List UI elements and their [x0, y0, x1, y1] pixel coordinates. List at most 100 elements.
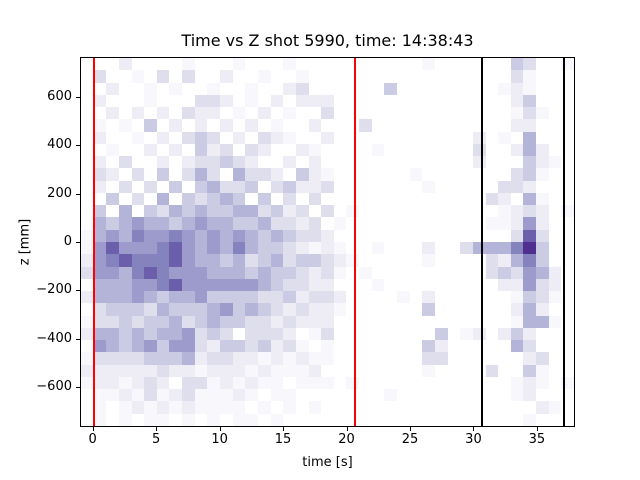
- heatmap-cell: [536, 327, 549, 341]
- heatmap-cell: [397, 315, 410, 328]
- heatmap-cell: [106, 131, 119, 144]
- heatmap-cell: [81, 192, 94, 206]
- heatmap-cell: [536, 266, 549, 279]
- heatmap-cell: [422, 205, 435, 218]
- y-tick-label: 0: [63, 234, 72, 249]
- heatmap-cell: [346, 70, 360, 83]
- heatmap-cell: [536, 413, 549, 426]
- heatmap-cell: [333, 278, 347, 292]
- heatmap-cell: [510, 229, 524, 242]
- heatmap-cell: [182, 70, 195, 83]
- heatmap-cell: [422, 266, 435, 279]
- heatmap-cell: [536, 82, 549, 95]
- heatmap-cell: [245, 376, 258, 390]
- heatmap-cell: [333, 168, 347, 181]
- heatmap-cell: [194, 413, 208, 426]
- heatmap-cell: [523, 315, 537, 328]
- heatmap-cell: [194, 131, 208, 144]
- heatmap-cell: [257, 303, 271, 316]
- heatmap-cell: [207, 254, 221, 267]
- heatmap-cell: [194, 364, 208, 377]
- heatmap-cell: [397, 168, 410, 181]
- heatmap-cell: [485, 58, 499, 71]
- heatmap-cell: [485, 143, 499, 157]
- heatmap-cell: [245, 156, 258, 169]
- heatmap-cell: [144, 266, 157, 279]
- heatmap-cell: [106, 241, 119, 255]
- heatmap-cell: [257, 291, 271, 304]
- heatmap-cell: [182, 327, 195, 341]
- heatmap-cell: [460, 131, 473, 144]
- heatmap-cell: [447, 70, 461, 83]
- heatmap-cell: [422, 254, 435, 267]
- heatmap-cell: [523, 401, 537, 414]
- x-tick-mark: [536, 427, 538, 431]
- heatmap-cell: [295, 192, 309, 206]
- heatmap-cell: [409, 254, 423, 267]
- heatmap-cell: [346, 143, 360, 157]
- heatmap-cell: [346, 58, 360, 71]
- heatmap-cell: [384, 217, 398, 230]
- heatmap-cell: [447, 229, 461, 242]
- heatmap-cell: [182, 180, 195, 193]
- heatmap-cell: [194, 340, 208, 353]
- heatmap-cell: [169, 303, 183, 316]
- heatmap-cell: [169, 376, 183, 390]
- heatmap-cell: [397, 340, 410, 353]
- heatmap-cell: [472, 278, 486, 292]
- heatmap-cell: [118, 58, 132, 71]
- heatmap-cell: [106, 413, 119, 426]
- heatmap-cell: [81, 254, 94, 267]
- heatmap-cell: [371, 131, 385, 144]
- heatmap-cell: [548, 278, 562, 292]
- heatmap-cell: [257, 389, 271, 402]
- black-line-2-vline: [562, 58, 565, 426]
- heatmap-cell: [359, 401, 372, 414]
- heatmap-cell: [523, 413, 537, 426]
- heatmap-cell: [194, 192, 208, 206]
- heatmap-cell: [182, 291, 195, 304]
- heatmap-cell: [232, 327, 246, 341]
- heatmap-cell: [232, 82, 246, 95]
- heatmap-cell: [295, 107, 309, 120]
- heatmap-cell: [144, 180, 157, 193]
- heatmap-cell: [485, 119, 499, 132]
- x-tick-label: 25: [401, 432, 419, 447]
- heatmap-cell: [207, 401, 221, 414]
- heatmap-cell: [308, 192, 322, 206]
- heatmap-cell: [409, 266, 423, 279]
- heatmap-cell: [498, 241, 511, 255]
- heatmap-cell: [434, 389, 448, 402]
- heatmap-cell: [93, 205, 107, 218]
- heatmap-cell: [422, 143, 435, 157]
- heatmap-cell: [333, 217, 347, 230]
- heatmap-cell: [333, 376, 347, 390]
- heatmap-cell: [308, 315, 322, 328]
- heatmap-cell: [257, 315, 271, 328]
- heatmap-cell: [106, 192, 119, 206]
- heatmap-cell: [118, 82, 132, 95]
- heatmap-cell: [295, 229, 309, 242]
- heatmap-cell: [434, 315, 448, 328]
- heatmap-cell: [346, 168, 360, 181]
- heatmap-cell: [283, 389, 296, 402]
- heatmap-cell: [93, 143, 107, 157]
- heatmap-cell: [472, 58, 486, 71]
- y-tick-mark: [76, 193, 80, 195]
- heatmap-cell: [220, 94, 233, 108]
- x-tick-label: 5: [152, 432, 161, 447]
- heatmap-cell: [270, 241, 284, 255]
- heatmap-cell: [510, 70, 524, 83]
- heatmap-cell: [182, 82, 195, 95]
- heatmap-cell: [333, 401, 347, 414]
- heatmap-cell: [194, 168, 208, 181]
- heatmap-cell: [283, 180, 296, 193]
- heatmap-cell: [548, 303, 562, 316]
- heatmap-cell: [156, 315, 170, 328]
- heatmap-cell: [283, 291, 296, 304]
- heatmap-cell: [422, 364, 435, 377]
- heatmap-cell: [283, 315, 296, 328]
- heatmap-cell: [245, 143, 258, 157]
- heatmap-cell: [118, 303, 132, 316]
- heatmap-cell: [498, 168, 511, 181]
